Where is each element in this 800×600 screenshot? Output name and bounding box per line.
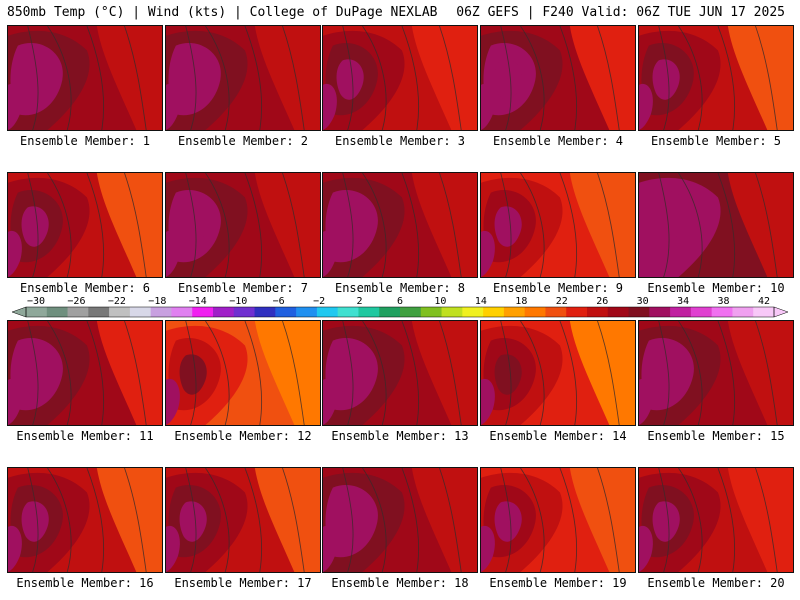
colorbar-segment [46,307,69,317]
colorbar-segment [213,307,235,317]
ensemble-map-panel [638,25,794,131]
colorbar-segment [545,307,567,317]
colorbar-tick-label: 34 [677,296,690,307]
ensemble-map-panel [322,25,478,131]
ensemble-member-label: Ensemble Member: 20 [647,576,785,590]
ensemble-member-label: Ensemble Member: 4 [492,134,624,148]
ensemble-map-panel [638,467,794,573]
ensemble-map-panel [165,172,321,278]
ensemble-map-panel [480,25,636,131]
colorbar-segment [296,307,318,317]
ensemble-map-panel [7,320,163,426]
colorbar-segment [420,307,443,317]
colorbar-segment [233,307,256,317]
ensemble-map-panel [638,172,794,278]
ensemble-map-panel [322,172,478,278]
colorbar-segment [379,307,401,317]
colorbar-tick-label: 30 [636,296,649,307]
ensemble-member-label: Ensemble Member: 10 [647,281,785,295]
ensemble-map-panel [7,25,163,131]
map-title: 850mb Temp (°C) | Wind (kts) | College o… [7,5,438,20]
colorbar-tick-label: 22 [555,296,568,307]
colorbar-tick-label: −6 [272,296,285,307]
colorbar-segment [587,307,609,317]
colorbar-segment [400,307,422,317]
colorbar-segment [732,307,754,317]
colorbar-segment [254,307,276,317]
colorbar-segment [316,307,339,317]
colorbar-tick-label: −2 [313,296,326,307]
ensemble-map-panel [7,467,163,573]
colorbar-segment [483,307,505,317]
ensemble-member-label: Ensemble Member: 8 [334,281,466,295]
colorbar-tick-label: 2 [356,296,363,307]
ensemble-map-panel [322,320,478,426]
colorbar-tick-label: 26 [596,296,609,307]
colorbar-segment [192,307,214,317]
run-valid-time: 06Z GEFS | F240 Valid: 06Z TUE JUN 17 20… [456,5,785,20]
colorbar-segment [109,307,131,317]
colorbar-segment [607,307,630,317]
colorbar-segment [150,307,172,317]
colorbar-tick-label: 10 [434,296,447,307]
ensemble-member-label: Ensemble Member: 6 [19,281,151,295]
colorbar-segment [67,307,89,317]
colorbar-tick-label: 18 [515,296,528,307]
ensemble-member-label: Ensemble Member: 7 [177,281,309,295]
ensemble-member-label: Ensemble Member: 2 [177,134,309,148]
ensemble-map-panel [165,320,321,426]
ensemble-member-label: Ensemble Member: 11 [16,429,154,443]
colorbar-tick-label: 38 [717,296,730,307]
ensemble-member-label: Ensemble Member: 19 [489,576,627,590]
ensemble-map-panel [480,172,636,278]
ensemble-member-label: Ensemble Member: 12 [174,429,312,443]
colorbar-segment [753,307,775,317]
colorbar-segment [26,307,48,317]
colorbar-segment [171,307,193,317]
ensemble-map-panel [638,320,794,426]
ensemble-map-panel [165,25,321,131]
colorbar-tick-label: −22 [107,296,126,307]
colorbar-tick-label: −10 [229,296,248,307]
colorbar-tick-label: −18 [148,296,167,307]
colorbar-segment [670,307,692,317]
temperature-colorbar [12,306,788,318]
colorbar-segment [441,307,463,317]
ensemble-map-panel [480,320,636,426]
colorbar-segment [649,307,671,317]
ensemble-member-label: Ensemble Member: 17 [174,576,312,590]
colorbar-segment [628,307,650,317]
colorbar-segment [462,307,484,317]
ensemble-map-panel [165,467,321,573]
colorbar-tick-label: 42 [757,296,771,307]
colorbar-segment [711,307,733,317]
ensemble-member-label: Ensemble Member: 13 [331,429,469,443]
ensemble-member-label: Ensemble Member: 15 [647,429,785,443]
ensemble-member-label: Ensemble Member: 1 [19,134,151,148]
colorbar-segment [88,307,110,317]
colorbar-segment [358,307,380,317]
ensemble-map-panel [7,172,163,278]
colorbar-segment [275,307,297,317]
colorbar-segment [503,307,526,317]
colorbar-segment [337,307,359,317]
ensemble-map-panel [480,467,636,573]
ensemble-member-label: Ensemble Member: 9 [492,281,624,295]
colorbar-tick-label: −14 [188,296,207,307]
colorbar-segment [524,307,546,317]
ensemble-map-panel [322,467,478,573]
colorbar-segment [566,307,588,317]
ensemble-member-label: Ensemble Member: 14 [489,429,627,443]
colorbar-segment [690,307,713,317]
colorbar-tick-label: −26 [67,296,86,307]
ensemble-member-label: Ensemble Member: 16 [16,576,154,590]
colorbar-tick-label: 14 [474,296,487,307]
ensemble-member-label: Ensemble Member: 3 [334,134,466,148]
ensemble-member-label: Ensemble Member: 18 [331,576,469,590]
ensemble-member-label: Ensemble Member: 5 [650,134,782,148]
colorbar-tick-label: −30 [26,296,46,307]
colorbar-segment [129,307,152,317]
colorbar-tick-label: 6 [396,296,404,307]
